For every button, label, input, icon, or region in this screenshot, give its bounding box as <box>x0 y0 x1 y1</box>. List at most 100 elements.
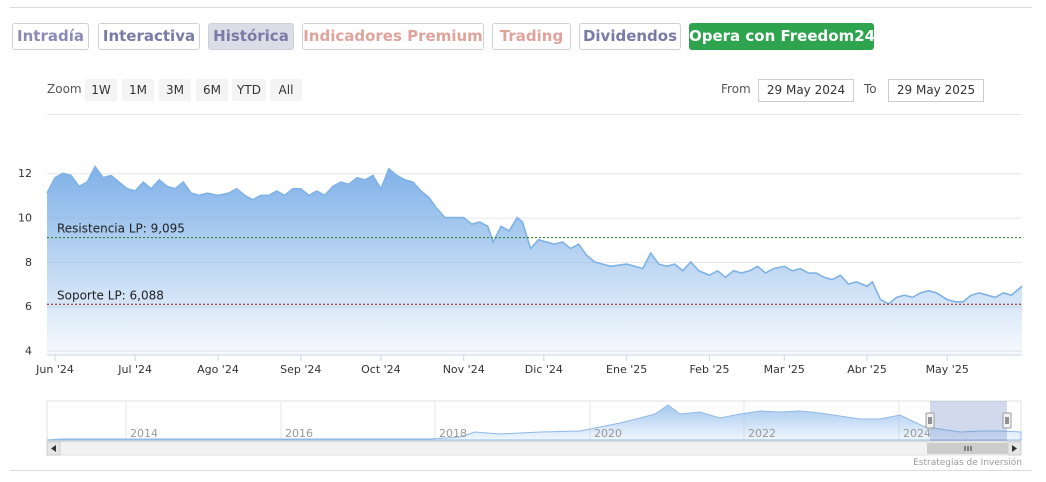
credits-label: Estrategias de Inversión <box>913 458 1022 468</box>
price-point <box>995 297 997 299</box>
price-point <box>666 266 668 268</box>
price-point <box>300 188 302 190</box>
scrollbar[interactable] <box>46 441 1022 456</box>
price-point <box>332 186 334 188</box>
price-point <box>1011 294 1013 296</box>
price-point <box>970 294 972 296</box>
price-point <box>920 292 922 294</box>
y-axis-ticks: 4 6 8 10 12 <box>18 167 32 357</box>
x-tick-label: Feb '25 <box>689 363 729 376</box>
price-point <box>166 186 168 188</box>
price-point <box>444 217 446 219</box>
tab-indicadores-premium[interactable]: Indicadores Premium <box>302 23 484 50</box>
navigator-selection[interactable] <box>930 401 1007 441</box>
price-point <box>134 190 136 192</box>
price-point <box>150 188 152 190</box>
navigator-right-handle[interactable] <box>1002 412 1012 429</box>
price-point <box>463 217 465 219</box>
price-point <box>404 179 406 181</box>
price-point <box>436 208 438 210</box>
x-tick-label: Mar '25 <box>764 363 805 376</box>
zoom-1w-button[interactable]: 1W <box>85 79 117 101</box>
price-point <box>356 177 358 179</box>
price-point <box>471 223 473 225</box>
price-point <box>546 241 548 243</box>
price-point <box>292 188 294 190</box>
x-tick-label: Sep '24 <box>280 363 321 376</box>
tab-interactiva[interactable]: Interactiva <box>98 23 200 50</box>
price-point <box>182 181 184 183</box>
price-point <box>682 270 684 272</box>
price-point <box>508 230 510 232</box>
support-resistance-lines: Resistencia LP: 9,095 Soporte LP: 6,088 <box>47 222 1022 305</box>
y-tick-label: 8 <box>25 256 32 269</box>
price-point <box>674 263 676 265</box>
opera-con-freedom24-button[interactable]: Opera con Freedom24 <box>689 23 875 50</box>
zoom-label: Zoom <box>47 82 82 96</box>
zoom-all-button[interactable]: All <box>270 79 302 101</box>
price-point <box>856 281 858 283</box>
price-point <box>118 181 120 183</box>
price-point <box>896 297 898 299</box>
zoom-1m-button[interactable]: 1M <box>122 79 154 101</box>
toolbar-divider <box>47 114 1022 115</box>
price-point <box>610 266 612 268</box>
price-point <box>816 272 818 274</box>
price-point <box>396 175 398 177</box>
tab-dividendos[interactable]: Dividendos <box>579 23 681 50</box>
price-point <box>962 301 964 303</box>
support-label: Soporte LP: 6,088 <box>57 288 164 302</box>
price-point <box>126 188 128 190</box>
tab-historica[interactable]: Histórica <box>208 23 294 50</box>
scrollbar-track[interactable] <box>46 441 1022 456</box>
x-tick-label: Nov '24 <box>443 363 485 376</box>
price-point <box>348 184 350 186</box>
price-point <box>784 266 786 268</box>
price-point <box>946 299 948 301</box>
navigator-year-label: 2022 <box>748 427 776 440</box>
price-point <box>832 279 834 281</box>
tab-trading[interactable]: Trading <box>492 23 571 50</box>
range-to-input[interactable]: 29 May 2025 <box>888 79 984 102</box>
price-point <box>757 266 759 268</box>
price-point <box>530 248 532 250</box>
price-point <box>364 179 366 181</box>
navigator-left-handle[interactable] <box>925 412 935 429</box>
price-point <box>698 270 700 272</box>
price-point <box>388 168 390 170</box>
price-area <box>47 166 1022 355</box>
price-point <box>765 272 767 274</box>
zoom-ytd-button[interactable]: YTD <box>232 79 266 101</box>
navigator-year-label: 2024 <box>903 427 931 440</box>
bottom-divider <box>10 470 1032 471</box>
zoom-3m-button[interactable]: 3M <box>159 79 191 101</box>
price-point <box>46 192 48 194</box>
price-point <box>207 192 209 194</box>
navigator[interactable]: 2014 2016 2018 2020 2022 2024 <box>46 400 1022 442</box>
price-point <box>578 243 580 245</box>
price-point <box>380 188 382 190</box>
arrow-right-icon <box>1012 445 1017 452</box>
price-point <box>650 252 652 254</box>
price-point <box>928 290 930 292</box>
tab-intradia[interactable]: Intradía <box>12 23 89 50</box>
price-point <box>709 274 711 276</box>
zoom-6m-button[interactable]: 6M <box>196 79 228 101</box>
price-point <box>372 175 374 177</box>
price-point <box>904 294 906 296</box>
price-point <box>848 283 850 285</box>
price-point <box>158 179 160 181</box>
price-point <box>866 286 868 288</box>
price-point <box>773 268 775 270</box>
y-tick-label: 10 <box>18 212 32 225</box>
arrow-left-icon <box>51 445 56 452</box>
navigator-area <box>46 404 1022 441</box>
price-point <box>94 166 96 168</box>
price-point <box>642 268 644 270</box>
price-point <box>594 261 596 263</box>
range-from-input[interactable]: 29 May 2024 <box>758 79 854 102</box>
price-point <box>236 188 238 190</box>
price-point <box>733 270 735 272</box>
y-tick-label: 4 <box>25 345 32 358</box>
price-point <box>142 181 144 183</box>
